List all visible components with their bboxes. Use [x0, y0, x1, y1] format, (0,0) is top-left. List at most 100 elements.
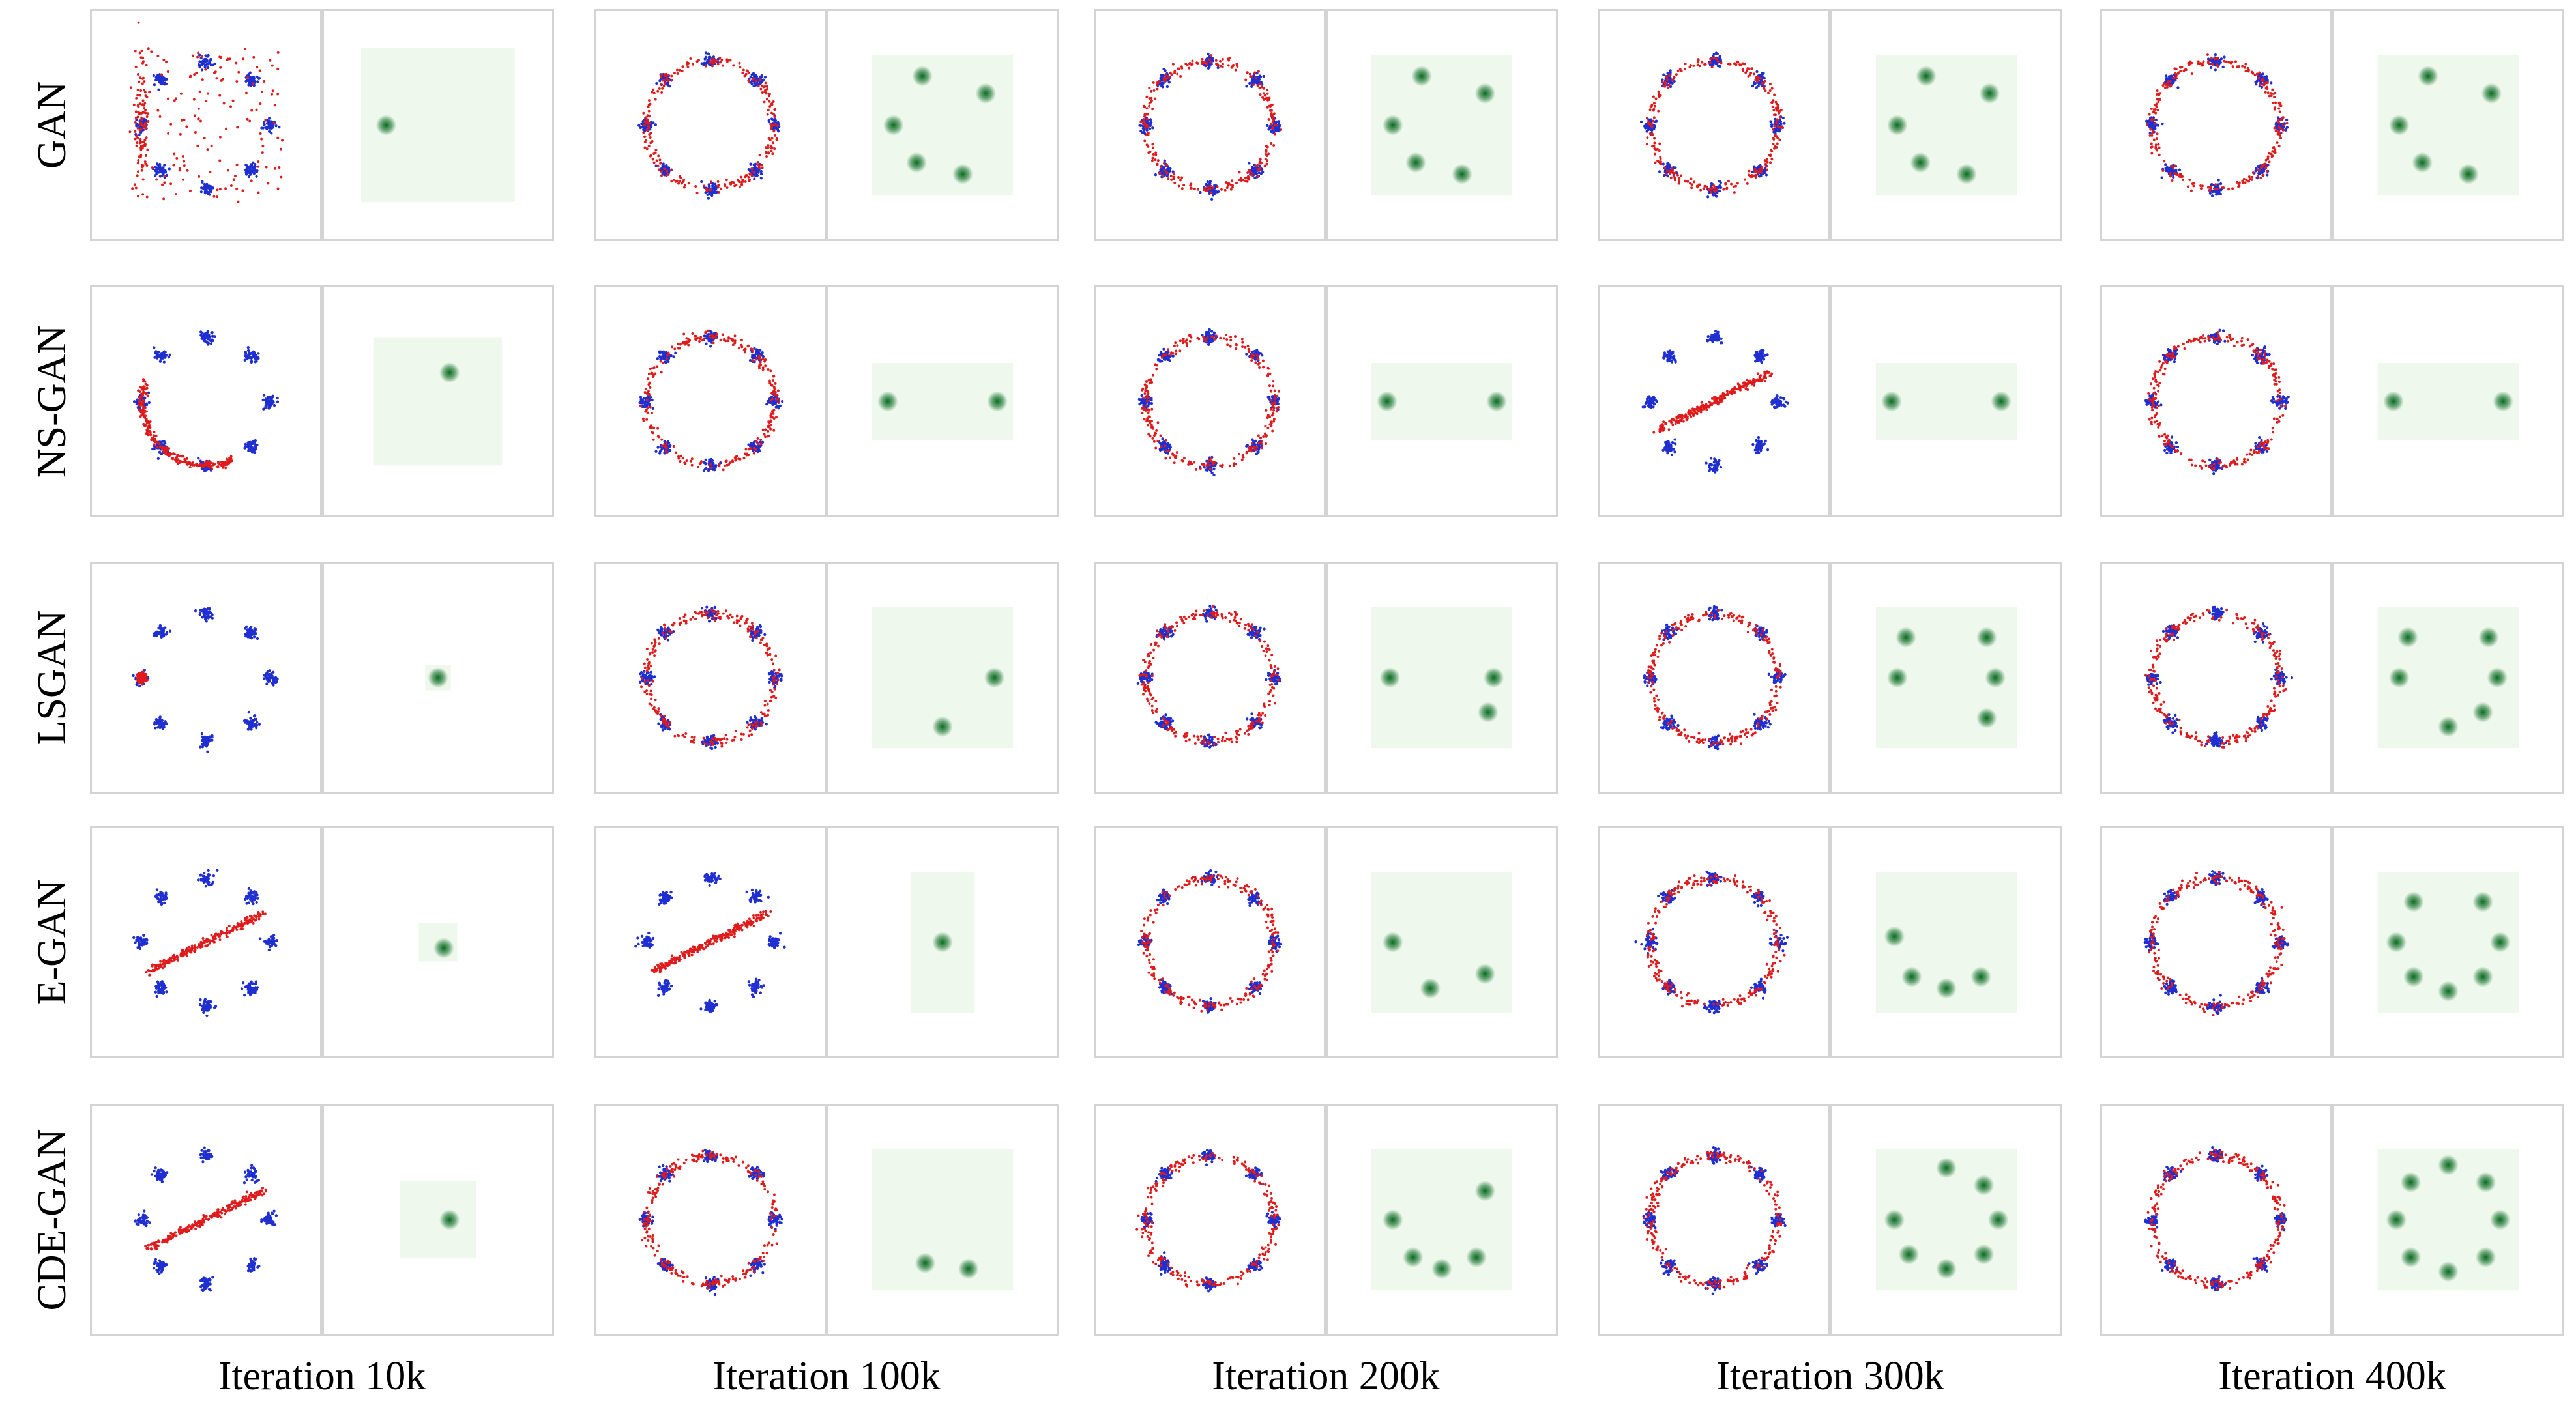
real-sample-point	[707, 52, 710, 55]
generated-sample-point	[645, 116, 648, 119]
generated-sample-point	[216, 195, 219, 199]
generated-sample-point	[731, 343, 735, 347]
generated-sample-point	[687, 62, 690, 65]
real-sample-point	[1275, 120, 1279, 124]
generated-sample-point	[186, 169, 189, 172]
real-sample-point	[203, 332, 207, 336]
real-sample-point	[772, 399, 776, 403]
generated-sample-point	[1177, 184, 1180, 188]
real-sample-point	[705, 51, 708, 55]
real-sample-point	[752, 163, 755, 166]
generated-sample-point	[161, 183, 164, 186]
real-sample-point	[710, 184, 714, 188]
generated-sample-point	[228, 57, 231, 61]
generated-sample-point	[136, 162, 139, 165]
generated-sample-point	[1762, 82, 1765, 85]
generated-sample-point	[1734, 184, 1737, 188]
generated-sample-point	[1265, 159, 1268, 162]
real-sample-point	[256, 80, 259, 83]
generated-sample-point	[717, 190, 720, 194]
real-sample-point	[1665, 83, 1669, 87]
generated-sample-point	[1235, 62, 1238, 65]
generated-sample-point	[1654, 148, 1658, 151]
real-sample-point	[1208, 65, 1211, 68]
generated-sample-point	[2167, 80, 2169, 83]
generated-sample-point	[263, 79, 266, 83]
real-sample-point	[1255, 72, 1259, 75]
generated-sample-point	[197, 107, 200, 110]
real-sample-point	[161, 80, 164, 83]
generated-sample-point	[738, 180, 741, 184]
generated-sample-point	[1152, 89, 1156, 92]
generated-sample-point	[2150, 107, 2153, 110]
generated-sample-point	[1233, 464, 1235, 467]
real-sample-point	[246, 349, 250, 353]
generated-sample-point	[1259, 93, 1262, 96]
generated-sample-point	[2236, 180, 2239, 184]
generated-sample-point	[649, 141, 652, 145]
generated-sample-point	[657, 154, 660, 158]
generated-sample-point	[209, 466, 212, 469]
generated-sample-point	[236, 126, 239, 129]
real-sample-point	[1261, 170, 1265, 173]
generated-sample-point	[654, 98, 657, 101]
generated-sample-point	[1164, 73, 1167, 76]
real-sample-point	[708, 460, 711, 463]
generated-sample-point	[2274, 148, 2277, 151]
real-sample-point	[641, 401, 644, 405]
generated-sample-point	[1270, 103, 1274, 106]
real-sample-point	[209, 63, 212, 66]
real-sample-point	[265, 400, 268, 403]
generated-sample-point	[1261, 96, 1265, 99]
generated-sample-point	[151, 166, 154, 169]
generated-sample-point	[1203, 188, 1206, 192]
real-sample-point	[253, 163, 257, 166]
generated-sample-point	[173, 453, 177, 456]
generated-sample-point	[732, 64, 735, 67]
real-sample-point	[2217, 59, 2221, 62]
generated-sample-point	[1157, 80, 1160, 83]
real-sample-point	[707, 332, 710, 336]
generated-sample-point	[1692, 64, 1695, 67]
generated-sample-point	[1147, 424, 1149, 427]
generated-sample-point	[1667, 86, 1670, 89]
generated-sample-point	[1654, 161, 1657, 164]
generated-sample-point	[690, 463, 694, 467]
generated-sample-point	[158, 445, 162, 448]
real-sample-point	[2265, 75, 2268, 78]
generated-sample-point	[750, 347, 753, 351]
real-sample-point	[278, 125, 281, 129]
generated-sample-point	[192, 98, 196, 101]
generated-sample-point	[1145, 381, 1148, 383]
generated-sample-point	[1772, 143, 1775, 146]
real-sample-point	[247, 175, 251, 179]
real-sample-point	[270, 126, 274, 130]
generated-sample-point	[1666, 169, 1669, 173]
real-sample-point	[2217, 179, 2220, 182]
generated-sample-point	[1272, 144, 1276, 147]
generated-sample-point	[1772, 137, 1776, 141]
generated-sample-point	[183, 457, 186, 461]
generated-sample-point	[712, 334, 715, 338]
generated-sample-point	[207, 465, 210, 468]
generated-sample-point	[1165, 164, 1169, 167]
generated-sample-point	[191, 461, 194, 465]
real-sample-point	[1160, 74, 1163, 77]
generated-sample-point	[1231, 179, 1233, 182]
real-sample-point	[1156, 358, 1160, 362]
generated-sample-point	[2238, 65, 2241, 68]
generated-sample-point	[1235, 181, 1238, 184]
real-sample-point	[274, 124, 278, 128]
real-sample-point	[758, 449, 762, 452]
generated-sample-point	[145, 422, 149, 425]
generated-sample-point	[1727, 180, 1730, 182]
generated-sample-point	[1262, 366, 1265, 369]
generated-sample-point	[715, 332, 718, 336]
generated-sample-point	[1145, 399, 1149, 403]
generated-sample-point	[1201, 463, 1204, 466]
generated-sample-point	[183, 118, 186, 121]
generated-sample-point	[751, 78, 754, 81]
real-sample-point	[136, 405, 140, 409]
generated-sample-point	[1755, 169, 1759, 173]
generated-sample-point	[2214, 188, 2217, 191]
